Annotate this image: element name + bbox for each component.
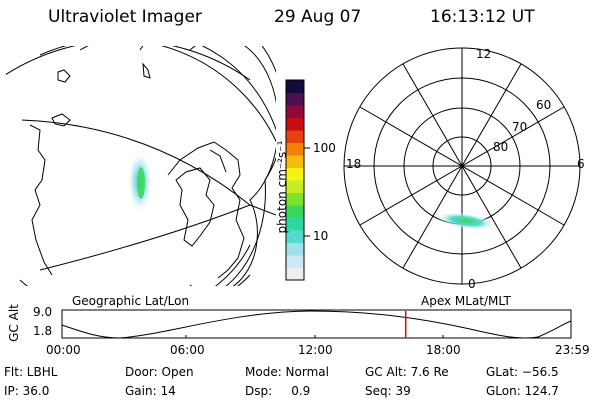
gc-alt-info: GC Alt: 7.6 Re — [365, 365, 449, 379]
mode-info: Mode: Normal — [245, 365, 329, 379]
gain-info: Gain: 14 — [125, 384, 176, 398]
lat-circle — [19, 244, 251, 286]
coastline — [167, 141, 245, 279]
coastline — [29, 124, 53, 276]
glat-info: GLat: −56.5 — [486, 365, 559, 379]
seq-info: Seq: 39 — [365, 384, 411, 398]
meridian-line — [39, 204, 251, 271]
lat-circle — [189, 46, 276, 286]
colorbar-band — [286, 155, 304, 168]
lat-circle — [79, 46, 276, 131]
colorbar-band — [286, 230, 304, 243]
altitude-frame — [61, 309, 572, 339]
ip-info: IP: 36.0 — [4, 384, 50, 398]
time-tick-label: 06:00 — [170, 343, 205, 357]
coastline — [209, 149, 227, 173]
colorbar-band — [286, 192, 304, 206]
altitude-max-label: 9.0 — [33, 305, 53, 319]
mlt-label-18: 18 — [346, 157, 362, 171]
colorbar-band — [286, 205, 304, 218]
colorbar-band — [286, 130, 304, 143]
instrument-title: Ultraviolet Imager — [48, 7, 202, 27]
colorbar-tick-label: 100 — [313, 141, 336, 155]
mlat-label-60: 60 — [536, 98, 552, 112]
polar-plot — [343, 47, 581, 285]
apex-label: Apex MLat/MLT — [421, 294, 511, 308]
mlat-label-70: 70 — [512, 120, 528, 134]
altitude-curve — [61, 310, 572, 339]
dsp-info: Dsp: 0.9 — [245, 384, 311, 398]
time-tick-label: 12:00 — [298, 343, 333, 357]
aurora-core — [137, 167, 145, 199]
colorbar-band — [286, 80, 304, 93]
meridian-line — [21, 119, 251, 206]
colorbar-band — [286, 180, 304, 193]
date-label: 29 Aug 07 — [274, 7, 362, 27]
colorbar-band — [286, 105, 304, 118]
coastline — [175, 167, 215, 247]
colorbar-band — [286, 217, 304, 231]
geographic-label: Geographic Lat/Lon — [72, 294, 190, 308]
altitude-plot — [61, 309, 572, 339]
lat-circle — [39, 46, 276, 143]
colorbar-band — [286, 92, 304, 106]
altitude-axis-label: GC Alt — [7, 304, 21, 342]
coastline — [51, 113, 71, 127]
mlt-line-diag — [359, 106, 565, 226]
time-tick-label: 18:00 — [426, 343, 461, 357]
coastline — [142, 62, 151, 79]
mlt-label-12: 12 — [476, 47, 492, 61]
time-tick-label: 23:59 — [555, 343, 590, 357]
colorbar-band — [286, 242, 304, 256]
meridian-line — [249, 204, 276, 216]
mlt-label-0: 0 — [468, 277, 476, 291]
colorbar-tick-label: 10 — [313, 229, 329, 243]
colorbar — [286, 80, 304, 281]
colorbar-unit-label: photon cm⁻²s⁻¹ — [275, 140, 289, 234]
coastline — [57, 69, 71, 83]
altitude-min-label: 1.8 — [33, 324, 53, 338]
lat-circle — [139, 46, 276, 286]
glon-info: GLon: 124.7 — [486, 384, 559, 398]
time-label: 16:13:12 UT — [430, 7, 535, 27]
aurora-emission — [436, 212, 496, 230]
colorbar-band — [286, 117, 304, 131]
door-info: Door: Open — [125, 365, 194, 379]
filter-info: Flt: LBHL — [4, 365, 58, 379]
lat-circle — [6, 46, 251, 81]
colorbar-frame — [285, 79, 305, 281]
geographic-map — [6, 46, 276, 286]
colorbar-band — [286, 142, 304, 156]
colorbar-band — [286, 255, 304, 268]
time-tick-label: 00:00 — [46, 343, 81, 357]
mlt-label-6: 6 — [577, 157, 585, 171]
colorbar-band — [286, 267, 304, 281]
mlat-label-80: 80 — [493, 140, 509, 154]
colorbar-band — [286, 167, 304, 181]
